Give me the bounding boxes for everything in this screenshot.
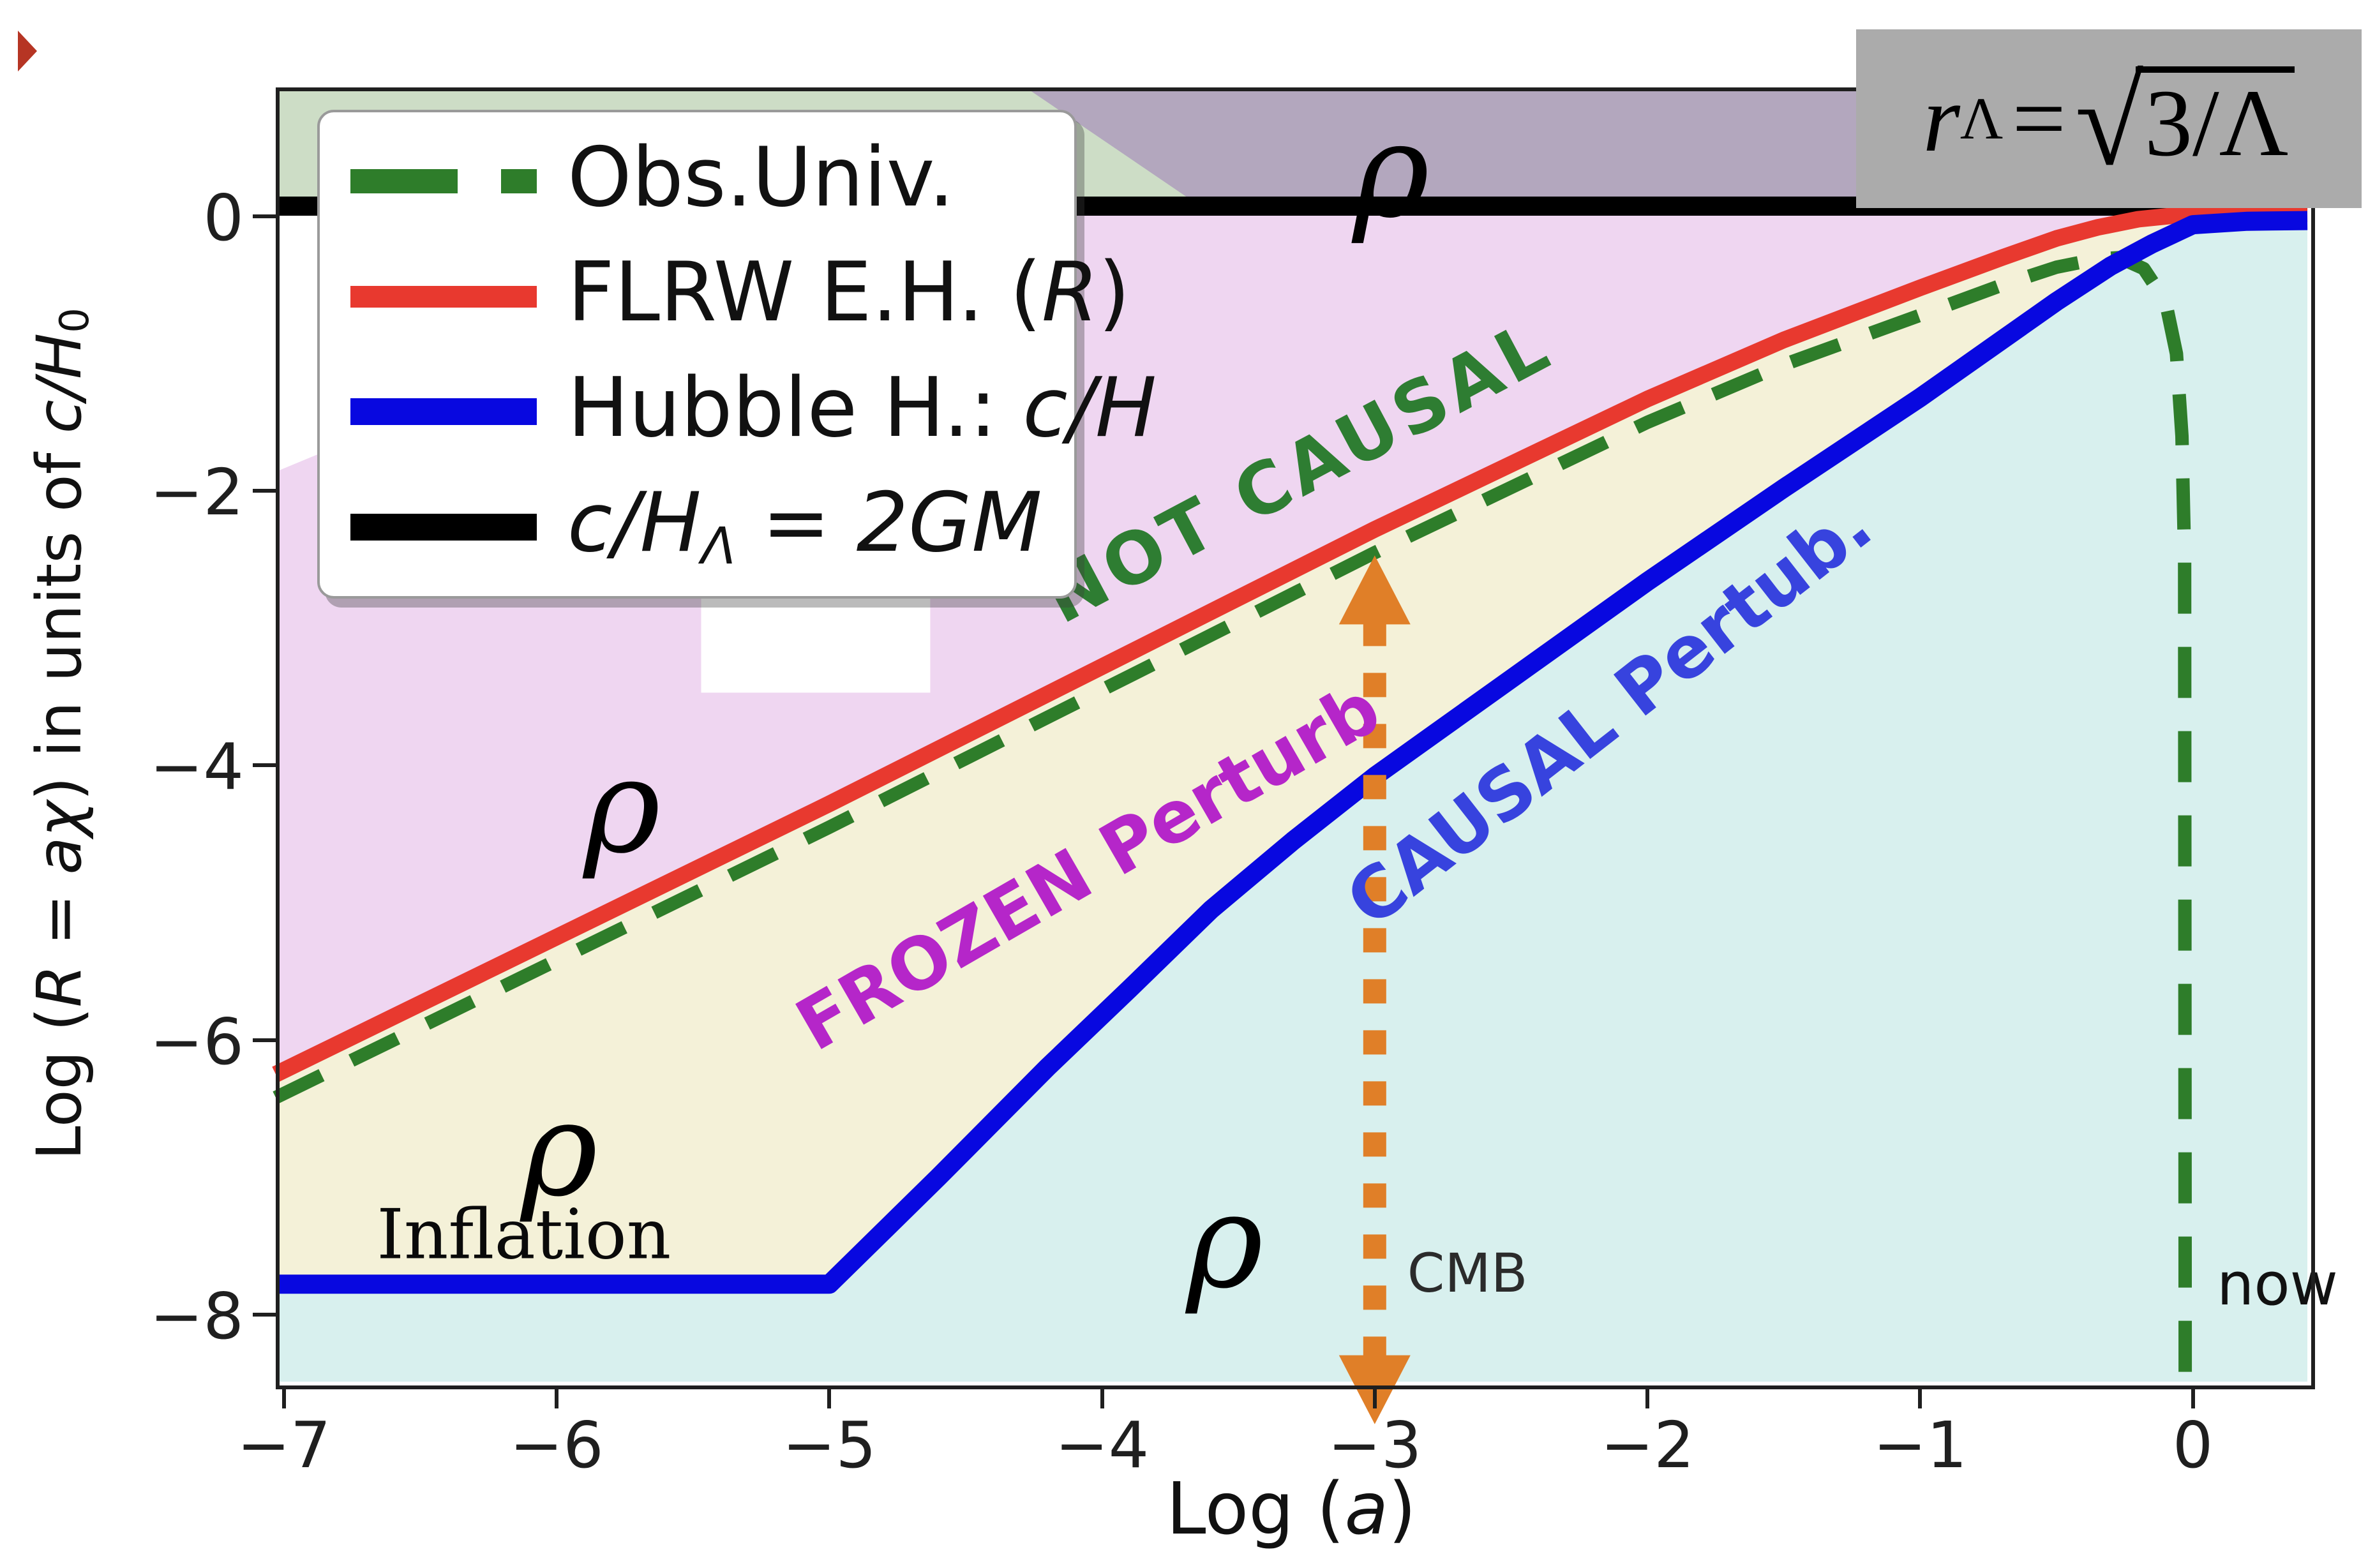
- legend-label-obs-univ: Obs.Univ.: [567, 130, 955, 225]
- legend-swatch-obs-univ-dashed-green: [350, 169, 537, 194]
- legend-label-flrw-eh: FLRW E.H. (R): [567, 245, 1130, 341]
- rho-symbol-not-causal: ρ: [582, 731, 661, 883]
- legend-swatch-flrw-red: [350, 285, 537, 308]
- x-tick--1: [1918, 1385, 1922, 1408]
- formula-r: r: [1922, 66, 1960, 172]
- formula-equals: =: [2012, 66, 2066, 172]
- y-tick-label--4: −4: [149, 729, 244, 805]
- x-tick-label--3: −3: [1328, 1408, 1422, 1482]
- x-axis-label: Log (a): [1166, 1468, 1416, 1551]
- x-tick--3: [1372, 1385, 1377, 1408]
- curve-obs-univ-: [273, 251, 2192, 1382]
- x-tick-label--5: −5: [782, 1408, 877, 1482]
- white-wedge: [276, 206, 322, 472]
- x-tick-label--1: −1: [1873, 1408, 1967, 1482]
- legend-item-hubble: Hubble H.: c/H: [350, 367, 1157, 456]
- legend-swatch-black: [350, 513, 537, 541]
- legend-box: Obs.Univ. FLRW E.H. (R) Hubble H.: c/H c…: [317, 110, 1157, 599]
- x-tick-label--6: −6: [509, 1408, 604, 1482]
- rho-symbol-frozen: ρ: [520, 1074, 598, 1226]
- legend-item-c-h-lambda: c/HΛ = 2GM: [350, 482, 1074, 571]
- curve-hubble-h-c-h: [276, 211, 2308, 1294]
- curve-flrw-e-h-r-: [272, 205, 2308, 1082]
- y-tick-label-0: 0: [203, 181, 244, 256]
- legend-item-flrw-eh: FLRW E.H. (R): [350, 252, 1130, 341]
- x-tick--5: [827, 1385, 832, 1408]
- y-tick--2: [253, 489, 276, 493]
- y-tick--8: [253, 1312, 276, 1317]
- arrow-head-up: [1338, 555, 1411, 625]
- x-tick-label--2: −2: [1600, 1408, 1695, 1482]
- y-tick-label--2: −2: [149, 455, 244, 530]
- legend-item-obs-univ: Obs.Univ.: [350, 137, 1074, 226]
- legend-label-c-h-lambda: c/HΛ = 2GM: [567, 475, 1042, 576]
- plot-area: ρ ρ ρ ρ NOT CAUSAL FROZEN Perturb CAUSAL…: [272, 87, 2338, 1424]
- x-tick-label--7: −7: [237, 1408, 331, 1482]
- y-tick-label--8: −8: [149, 1278, 244, 1354]
- x-tick--6: [555, 1385, 559, 1408]
- x-tick--7: [281, 1385, 286, 1408]
- rho-symbol-top: ρ: [1351, 95, 1430, 247]
- legend-label-hubble: Hubble H.: c/H: [567, 360, 1157, 456]
- formula-lambda-sub: Λ: [1960, 86, 2004, 152]
- y-tick--6: [253, 1038, 276, 1042]
- formula-sqrt-icon: √: [2074, 53, 2143, 191]
- y-tick-label--6: −6: [149, 1004, 244, 1079]
- causal-region-fill: [276, 220, 2307, 1382]
- red-play-marker-icon: [18, 31, 37, 71]
- now-label: now: [2217, 1250, 2338, 1318]
- r-lambda-formula-box: r Λ = √ 3/Λ: [1856, 29, 2362, 208]
- rho-symbol-causal: ρ: [1185, 1166, 1264, 1318]
- axes-frame: [276, 87, 2315, 1389]
- y-axis-label: Log (R = aχ) in units of c/H0: [23, 308, 98, 1160]
- y-tick--4: [253, 763, 276, 768]
- y-tick-0: [253, 214, 276, 219]
- x-tick-label-0: 0: [2172, 1408, 2214, 1482]
- x-tick--2: [1645, 1385, 1650, 1408]
- x-tick-label--4: −4: [1054, 1408, 1150, 1482]
- frozen-region-fill: [276, 213, 2307, 1285]
- x-tick-0: [2191, 1385, 2195, 1408]
- formula-radicand: 3/Λ: [2136, 66, 2295, 171]
- cmb-label: CMB: [1407, 1242, 1528, 1304]
- legend-swatch-hubble-blue: [350, 398, 537, 426]
- x-tick--4: [1100, 1385, 1104, 1408]
- inflation-label: Inflation: [377, 1195, 671, 1274]
- white-patch: [701, 596, 931, 693]
